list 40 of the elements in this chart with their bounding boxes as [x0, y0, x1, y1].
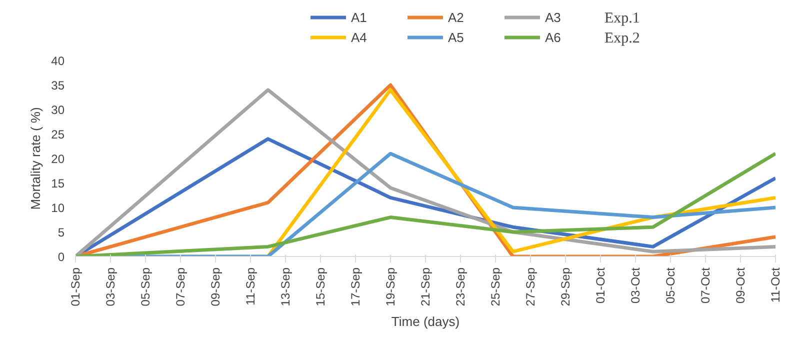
y-tick-label: 5	[58, 226, 65, 240]
y-tick-label: 30	[51, 103, 65, 117]
x-tick-label: 27-Sep	[524, 267, 538, 306]
x-tick-label: 15-Sep	[314, 267, 328, 306]
y-tick-label: 10	[51, 201, 65, 215]
x-tick-label: 01-Sep	[68, 267, 82, 306]
y-tick-label: 0	[58, 250, 65, 264]
x-tick-label: 21-Sep	[418, 267, 432, 306]
x-tick-label: 11-Sep	[244, 267, 258, 306]
x-tick-label: 13-Sep	[278, 267, 292, 306]
y-tick-label: 25	[51, 128, 65, 142]
x-tick-label: 09-Sep	[208, 267, 222, 306]
x-tick-label: 25-Sep	[488, 267, 502, 306]
y-tick-label: 15	[51, 176, 65, 190]
y-tick-label: 20	[51, 152, 65, 166]
text: Exp.2	[604, 30, 640, 46]
x-tick-label: 07-Sep	[174, 267, 188, 306]
x-tick-label: 05-Oct	[664, 266, 678, 304]
x-tick-label: 07-Oct	[698, 266, 712, 304]
x-tick-label: 03-Oct	[628, 266, 642, 304]
x-tick-label: 09-Oct	[734, 266, 748, 304]
legend-label: A5	[448, 28, 465, 46]
x-axis-title: Time (days)	[391, 314, 460, 330]
x-tick-label: 03-Sep	[104, 267, 118, 306]
text: Exp.1	[604, 10, 640, 26]
legend-label: A2	[448, 8, 465, 26]
y-axis-title: Mortality rate ( %)	[28, 107, 44, 210]
y-tick-label: 40	[51, 54, 65, 68]
x-tick-label: 23-Sep	[454, 267, 468, 306]
legend-label: A3	[545, 8, 562, 26]
x-tick-label: 17-Sep	[348, 267, 362, 306]
x-tick-label: 29-Sep	[558, 267, 572, 306]
y-tick-label: 35	[51, 78, 65, 92]
x-tick-label: 01-Oct	[594, 266, 608, 304]
legend-label: A6	[545, 28, 562, 46]
legend-label: A4	[351, 28, 368, 46]
x-tick-label: 05-Sep	[138, 267, 152, 306]
x-tick-label: 11-Oct	[768, 266, 782, 303]
legend-label: A1	[351, 8, 368, 26]
x-tick-label: 19-Sep	[384, 267, 398, 306]
